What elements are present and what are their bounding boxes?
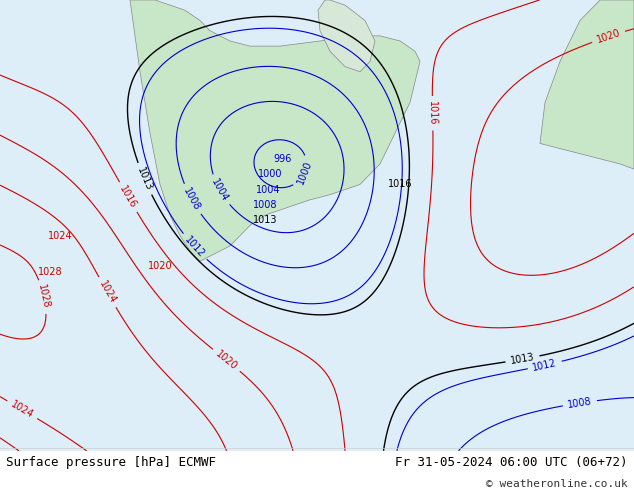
Text: 1024: 1024 xyxy=(9,399,36,420)
Text: 1024: 1024 xyxy=(97,279,118,305)
Text: 1028: 1028 xyxy=(37,267,62,276)
Text: 1028: 1028 xyxy=(36,284,51,310)
Text: 1008: 1008 xyxy=(181,186,202,213)
Text: © weatheronline.co.uk: © weatheronline.co.uk xyxy=(486,479,628,489)
Text: Surface pressure [hPa] ECMWF: Surface pressure [hPa] ECMWF xyxy=(6,456,216,469)
Text: 1013: 1013 xyxy=(510,352,536,366)
Polygon shape xyxy=(130,0,420,261)
Text: 1004: 1004 xyxy=(209,177,230,203)
Text: 996: 996 xyxy=(274,154,292,164)
Text: 1008: 1008 xyxy=(253,200,277,210)
Text: 1012: 1012 xyxy=(532,358,558,373)
Text: 1020: 1020 xyxy=(595,28,622,45)
Text: 1020: 1020 xyxy=(148,261,172,271)
Polygon shape xyxy=(318,0,375,72)
Text: 1012: 1012 xyxy=(183,234,207,259)
Text: 1000: 1000 xyxy=(295,159,314,185)
Text: Fr 31-05-2024 06:00 UTC (06+72): Fr 31-05-2024 06:00 UTC (06+72) xyxy=(395,456,628,469)
Text: 1024: 1024 xyxy=(48,231,72,241)
Text: 1013: 1013 xyxy=(253,215,277,225)
Polygon shape xyxy=(540,0,634,169)
Text: 1008: 1008 xyxy=(567,396,593,410)
Text: 1016: 1016 xyxy=(427,101,438,125)
Text: 1013: 1013 xyxy=(135,166,154,192)
Text: 1016: 1016 xyxy=(388,179,412,190)
Text: 1016: 1016 xyxy=(118,184,139,210)
Text: 1004: 1004 xyxy=(256,185,280,195)
Text: 1000: 1000 xyxy=(258,169,282,179)
Text: 1020: 1020 xyxy=(214,348,239,372)
